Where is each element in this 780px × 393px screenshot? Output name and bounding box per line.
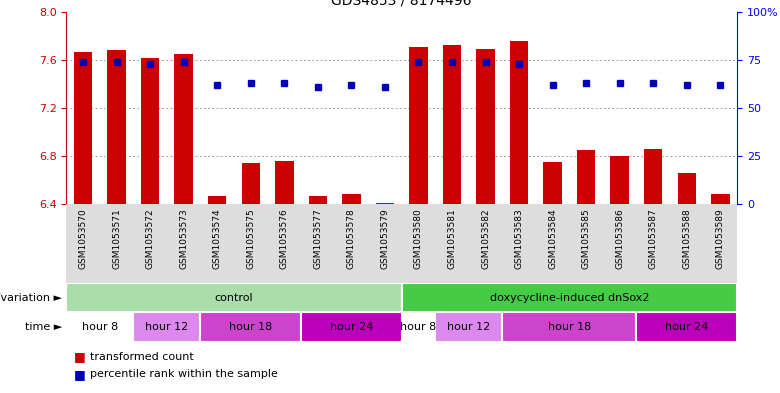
Bar bbox=[644, 149, 662, 204]
Text: hour 12: hour 12 bbox=[447, 322, 491, 332]
Text: GSM1053577: GSM1053577 bbox=[314, 208, 322, 269]
Text: hour 24: hour 24 bbox=[330, 322, 373, 332]
Bar bbox=[342, 193, 360, 204]
Bar bbox=[74, 51, 92, 204]
Text: GSM1053571: GSM1053571 bbox=[112, 208, 121, 269]
Bar bbox=[611, 156, 629, 204]
Bar bbox=[678, 173, 696, 204]
Text: GSM1053572: GSM1053572 bbox=[146, 208, 154, 269]
Bar bbox=[108, 50, 126, 204]
Text: GSM1053578: GSM1053578 bbox=[347, 208, 356, 269]
Text: ■: ■ bbox=[74, 368, 86, 381]
Bar bbox=[242, 163, 260, 204]
Bar bbox=[275, 161, 293, 204]
Bar bbox=[208, 196, 226, 204]
Bar bbox=[200, 312, 301, 342]
Bar bbox=[141, 57, 159, 204]
Text: percentile rank within the sample: percentile rank within the sample bbox=[90, 369, 278, 379]
Text: GSM1053587: GSM1053587 bbox=[649, 208, 658, 269]
Text: hour 18: hour 18 bbox=[548, 322, 591, 332]
Bar bbox=[711, 193, 729, 204]
Text: GSM1053588: GSM1053588 bbox=[682, 208, 691, 269]
Text: GSM1053586: GSM1053586 bbox=[615, 208, 624, 269]
Text: hour 18: hour 18 bbox=[229, 322, 272, 332]
Bar bbox=[577, 150, 595, 204]
Bar bbox=[175, 54, 193, 204]
Bar bbox=[443, 46, 461, 204]
Bar bbox=[502, 312, 636, 342]
Bar bbox=[309, 196, 327, 204]
Text: ■: ■ bbox=[74, 351, 86, 364]
Text: GSM1053576: GSM1053576 bbox=[280, 208, 289, 269]
Text: doxycycline-induced dnSox2: doxycycline-induced dnSox2 bbox=[490, 293, 649, 303]
Text: GSM1053575: GSM1053575 bbox=[246, 208, 255, 269]
Bar bbox=[410, 47, 427, 204]
Bar bbox=[402, 312, 435, 342]
Text: GSM1053570: GSM1053570 bbox=[79, 208, 87, 269]
Text: GSM1053581: GSM1053581 bbox=[448, 208, 456, 269]
Text: GSM1053580: GSM1053580 bbox=[414, 208, 423, 269]
Text: GSM1053584: GSM1053584 bbox=[548, 208, 557, 269]
Bar bbox=[301, 312, 402, 342]
Text: GDS4853 / 8174496: GDS4853 / 8174496 bbox=[332, 0, 472, 8]
Text: hour 8: hour 8 bbox=[82, 322, 118, 332]
Text: hour 12: hour 12 bbox=[145, 322, 189, 332]
Bar bbox=[435, 312, 502, 342]
Text: hour 8: hour 8 bbox=[400, 322, 437, 332]
Bar bbox=[66, 312, 133, 342]
Text: GSM1053589: GSM1053589 bbox=[716, 208, 725, 269]
Bar bbox=[376, 203, 394, 204]
Text: GSM1053585: GSM1053585 bbox=[582, 208, 590, 269]
Text: time ►: time ► bbox=[25, 322, 62, 332]
Text: GSM1053582: GSM1053582 bbox=[481, 208, 490, 269]
Bar bbox=[477, 49, 495, 204]
Bar bbox=[510, 40, 528, 204]
Bar bbox=[544, 162, 562, 204]
Text: genotype/variation ►: genotype/variation ► bbox=[0, 293, 62, 303]
Bar bbox=[66, 283, 402, 312]
Bar bbox=[402, 283, 737, 312]
Bar bbox=[636, 312, 737, 342]
Text: hour 24: hour 24 bbox=[665, 322, 708, 332]
Text: control: control bbox=[215, 293, 254, 303]
Text: GSM1053574: GSM1053574 bbox=[213, 208, 222, 269]
Text: transformed count: transformed count bbox=[90, 352, 193, 362]
Text: GSM1053573: GSM1053573 bbox=[179, 208, 188, 269]
Text: GSM1053579: GSM1053579 bbox=[381, 208, 389, 269]
Bar bbox=[133, 312, 200, 342]
Text: GSM1053583: GSM1053583 bbox=[515, 208, 523, 269]
